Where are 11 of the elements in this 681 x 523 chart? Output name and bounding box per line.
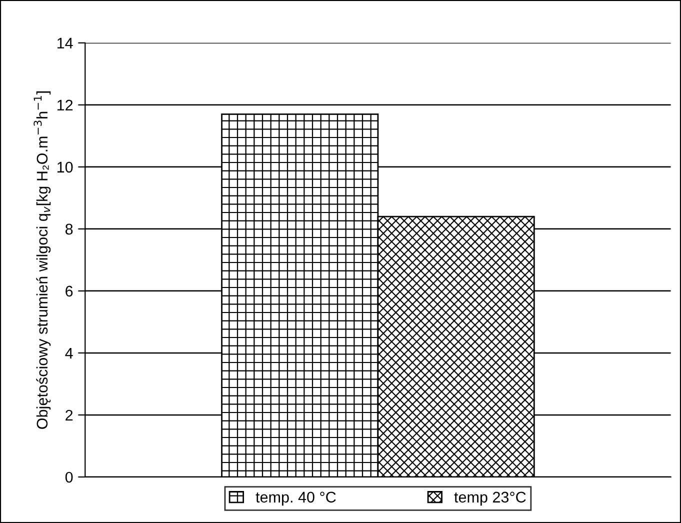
legend-label: temp. 40 °C (256, 492, 336, 506)
y-tick-label: 6 (66, 286, 73, 297)
y-tick-label: 14 (57, 38, 73, 48)
y-tick-label: 12 (57, 100, 73, 110)
y-tick-label: 10 (57, 162, 73, 173)
y-tick-label: 8 (65, 224, 73, 235)
legend-label: temp 23°C (454, 492, 526, 506)
y-tick-label: 0 (65, 472, 73, 483)
y-axis-title: Objętościowy strumień wilgoci q$_{v}$[kg H₂O.m$^{−3}$h$^{−1}$] (34, 91, 51, 429)
y-tick-label: 2 (66, 410, 73, 420)
y-tick-label: 4 (65, 348, 73, 358)
